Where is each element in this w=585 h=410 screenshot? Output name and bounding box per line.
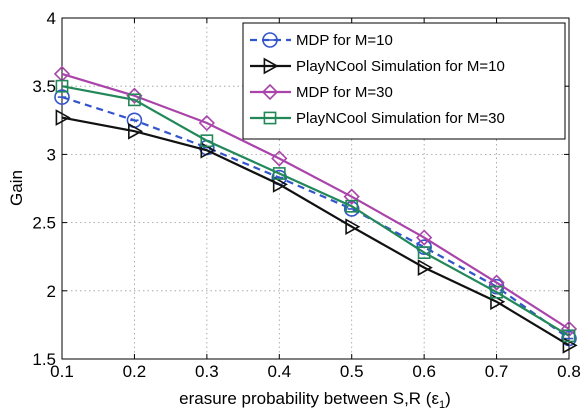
diamond-marker xyxy=(198,114,215,132)
legend-entry: PlayNCool Simulation for M=30 xyxy=(250,110,505,127)
y-axis-label: Gain xyxy=(7,170,26,206)
legend-label: PlayNCool Simulation for M=10 xyxy=(296,58,505,75)
y-tick-label: 1.5 xyxy=(32,350,56,369)
circle-marker xyxy=(262,32,278,48)
triangle-marker xyxy=(345,218,361,236)
triangle-marker xyxy=(128,122,144,140)
legend-label: MDP for M=10 xyxy=(296,32,393,49)
x-axis-label-subscript: 1 xyxy=(439,399,445,410)
series-line xyxy=(61,72,570,330)
series-4 xyxy=(55,79,576,343)
diamond-marker xyxy=(560,320,578,338)
circle-marker xyxy=(343,201,360,217)
diamond-marker xyxy=(488,274,505,291)
x-tick-label: 0.7 xyxy=(485,362,509,381)
square-marker xyxy=(272,167,286,180)
circle-marker xyxy=(54,89,70,105)
diamond-marker xyxy=(416,229,433,246)
plot-area xyxy=(61,17,570,360)
square-marker xyxy=(490,285,503,299)
square-marker xyxy=(562,329,576,343)
y-tick-label: 2 xyxy=(47,282,56,301)
legend-label: MDP for M=30 xyxy=(296,84,393,101)
diamond-marker xyxy=(261,83,279,101)
legend-entry: PlayNCool Simulation for M=10 xyxy=(250,57,505,75)
triangle-marker xyxy=(263,57,279,75)
x-axis-label-main: erasure probability between S,R (ε xyxy=(179,389,439,408)
square-marker xyxy=(345,199,359,213)
series-line xyxy=(61,96,570,340)
x-tick-label: 0.5 xyxy=(340,362,364,381)
diamond-marker xyxy=(271,150,288,167)
y-tick-label: 3.5 xyxy=(32,77,56,96)
legend: MDP for M=10 PlayNCool Simulation for M=1… xyxy=(242,22,566,140)
square-marker xyxy=(417,246,431,260)
legend-label: PlayNCool Simulation for M=30 xyxy=(296,110,505,127)
x-tick-label: 0.6 xyxy=(412,362,436,381)
series-line xyxy=(61,85,570,337)
x-axis-label: erasure probability between S,R (ε1) xyxy=(179,389,451,410)
y-tick-label: 4 xyxy=(47,9,56,28)
axis-ticks: 0.1 0.2 0.3 0.4 0.5 0.6 0.7 0.8 1.5 2 2.5 3 3.5 4 xyxy=(32,9,580,381)
x-tick-label: 0.4 xyxy=(267,362,291,381)
series-layer xyxy=(53,65,578,354)
series-line xyxy=(61,116,570,347)
square-marker xyxy=(263,111,277,125)
x-tick-label: 0.2 xyxy=(123,362,147,381)
y-tick-label: 2.5 xyxy=(32,214,56,233)
x-tick-label: 0.1 xyxy=(50,362,74,381)
square-marker xyxy=(55,79,69,93)
legend-entry: MDP for M=30 xyxy=(250,83,393,101)
triangle-marker xyxy=(417,259,433,276)
legend-box xyxy=(242,22,566,140)
square-marker xyxy=(128,93,141,107)
circle-marker xyxy=(561,330,577,347)
y-tick-label: 3 xyxy=(47,145,56,164)
square-marker xyxy=(200,134,214,148)
triangle-marker xyxy=(272,176,288,193)
diamond-marker xyxy=(343,188,360,205)
diamond-marker xyxy=(126,87,143,104)
x-axis-label-close: ) xyxy=(445,389,451,408)
triangle-marker xyxy=(55,109,71,126)
legend-entry: MDP for M=10 xyxy=(250,32,393,49)
x-tick-label: 0.8 xyxy=(557,362,581,381)
series-3 xyxy=(53,65,578,338)
x-tick-label: 0.3 xyxy=(195,362,219,381)
